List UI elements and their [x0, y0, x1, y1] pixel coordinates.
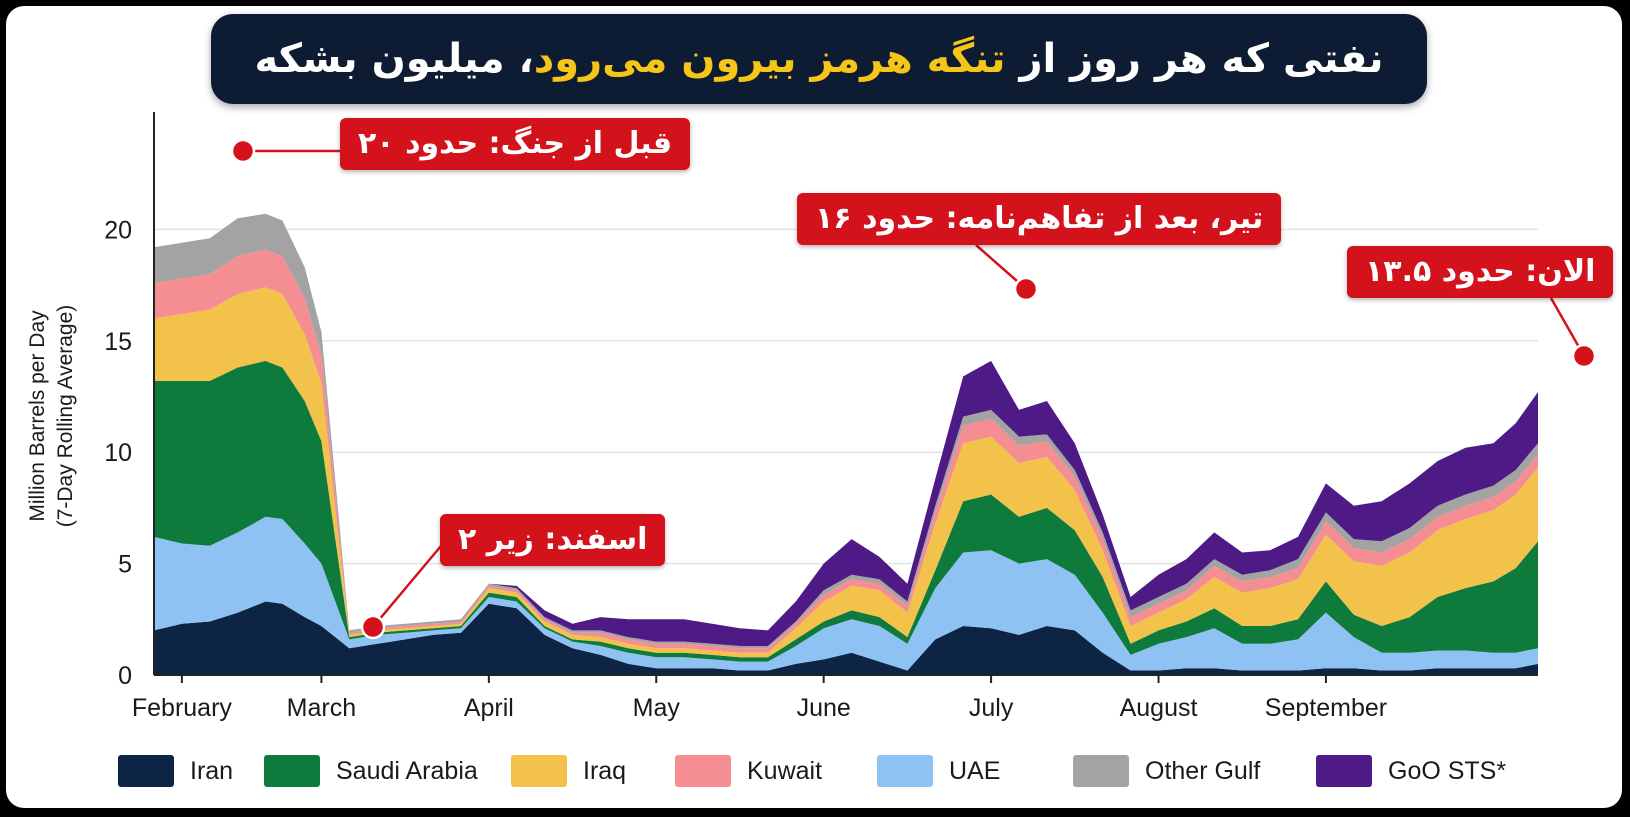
x-tick-labels: February March April May June July August Septe…: [132, 675, 1387, 722]
callout-marker: [1013, 276, 1039, 302]
x-tick-label: February: [132, 694, 233, 722]
x-tick-label: April: [464, 694, 514, 722]
chart-title: نفتی که هر روز از تنگه هرمز بیرون می‌رود…: [211, 14, 1427, 104]
area-other-gulf: [154, 213, 1538, 649]
legend: Iran Saudi Arabia Iraq Kuwait UAE Other Gulf G…: [118, 751, 1598, 791]
legend-label: Saudi Arabia: [336, 756, 478, 785]
legend-swatch: [675, 755, 731, 787]
y-axis-label: Million Barrels per Day: [26, 310, 49, 522]
area-uae: [154, 516, 1538, 671]
x-tick-label: July: [969, 694, 1014, 722]
legend-item: Kuwait: [675, 751, 822, 791]
area-saudi-arabia: [154, 360, 1538, 662]
area-series: [154, 213, 1538, 675]
callout-now: الان: حدود ۱۳.۵: [1347, 246, 1614, 298]
legend-swatch: [1073, 755, 1129, 787]
legend-item: Saudi Arabia: [264, 751, 478, 791]
stacked-area-chart: 0 5 10 15 20 February March April May June July Au…: [26, 112, 1597, 722]
y-tick-label: 20: [104, 216, 132, 244]
legend-item: Iran: [118, 751, 233, 791]
area-iraq: [154, 287, 1538, 658]
legend-item: Other Gulf: [1073, 751, 1260, 791]
title-banner: نفتی که هر روز از تنگه هرمز بیرون می‌رود…: [211, 14, 1427, 104]
legend-label: Iraq: [583, 756, 627, 785]
axes: [153, 112, 1538, 676]
callout-marker: [360, 614, 386, 640]
callout-connectors: [230, 138, 1597, 640]
x-tick-label: May: [633, 694, 681, 722]
y-tick-label: 10: [104, 439, 132, 467]
title-highlight: تنگه هرمز بیرون می‌رود: [533, 36, 1006, 82]
callout-marker: [1571, 343, 1597, 369]
x-tick-label: September: [1265, 694, 1387, 722]
callout-connector: [372, 539, 447, 628]
chart-frame: 0 5 10 15 20 February March April May June July Au…: [6, 6, 1622, 808]
legend-swatch: [511, 755, 567, 787]
area-kuwait: [154, 249, 1538, 653]
legend-label: Iran: [190, 756, 234, 785]
legend-item: GoO STS*: [1316, 751, 1506, 791]
callout-marker: [230, 138, 256, 164]
legend-item: Iraq: [511, 751, 626, 791]
area-iran: [154, 601, 1538, 675]
legend-item: UAE: [877, 751, 1000, 791]
legend-swatch: [118, 755, 174, 787]
legend-label: UAE: [949, 756, 1001, 785]
y-tick-label: 5: [118, 551, 132, 579]
area-goo-sts: [154, 213, 1538, 647]
title-part-2: ، میلیون بشکه: [254, 36, 534, 82]
title-part-1: نفتی که هر روز از: [1005, 36, 1384, 82]
callout-esfand: اسفند: زیر ۲: [440, 514, 666, 566]
y-tick-labels: 0 5 10 15 20: [104, 216, 132, 690]
y-tick-label: 15: [104, 328, 132, 356]
x-tick-label: August: [1120, 694, 1198, 722]
legend-swatch: [264, 755, 320, 787]
y-tick-label: 0: [118, 662, 132, 690]
callout-tir: تیر، بعد از تفاهم‌نامه: حدود ۱۶: [797, 193, 1282, 245]
callout-prewar: قبل از جنگ: حدود ۲۰: [340, 118, 691, 170]
legend-label: Kuwait: [747, 756, 823, 785]
legend-swatch: [1316, 755, 1372, 787]
x-tick-label: June: [797, 694, 851, 722]
x-tick-label: March: [287, 694, 356, 722]
y-axis-label-sub: (7-Day Rolling Average): [54, 305, 77, 528]
legend-swatch: [877, 755, 933, 787]
legend-label: Other Gulf: [1145, 756, 1261, 785]
legend-label: GoO STS*: [1388, 756, 1507, 785]
